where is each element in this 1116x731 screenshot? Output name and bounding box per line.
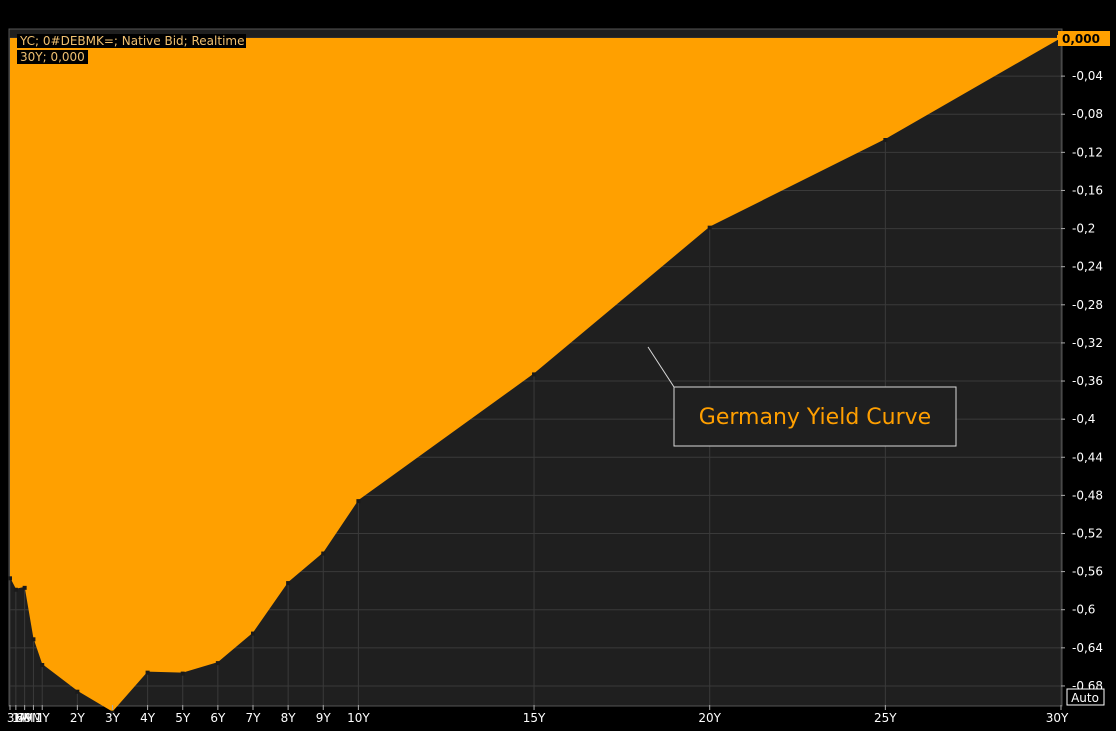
legend-last-point: 30Y; 0,000 [20, 50, 85, 64]
y-tick-label: -0,2 [1072, 222, 1095, 236]
x-tick-label: 9M [24, 711, 42, 725]
y-tick-label: -0,12 [1072, 145, 1103, 159]
x-tick-label: 6M [16, 711, 34, 725]
last-value-label: 0,000 [1062, 32, 1100, 46]
y-tick-label: -0,08 [1072, 107, 1103, 121]
y-tick-label: -0,4 [1072, 412, 1095, 426]
x-tick-label: 1Y [35, 711, 51, 725]
x-tick-label: 15Y [523, 711, 546, 725]
data-point[interactable] [110, 710, 115, 715]
data-point[interactable] [286, 581, 291, 586]
x-tick-label: 3Y [105, 711, 121, 725]
legend-bg-1 [17, 34, 246, 48]
x-tick-label: 20Y [698, 711, 721, 725]
y-tick-label: -0,52 [1072, 526, 1103, 540]
y-tick-label: -0,48 [1072, 488, 1103, 502]
x-tick-label: 30Y [1046, 711, 1069, 725]
annotation: Germany Yield Curve [647, 346, 957, 447]
x-tick-label: 8Y [281, 711, 297, 725]
y-tick-label: -0,56 [1072, 565, 1103, 579]
data-point[interactable] [321, 551, 326, 556]
y-tick-label: -0,64 [1072, 641, 1103, 655]
data-point[interactable] [532, 372, 537, 377]
data-point[interactable] [180, 671, 185, 676]
x-tick-label: 6Y [210, 711, 226, 725]
last-value-badge: 0,000 [1058, 31, 1110, 46]
y-tick-label: -0,44 [1072, 450, 1103, 464]
data-point[interactable] [250, 631, 255, 636]
x-tick-label: 25Y [874, 711, 897, 725]
y-tick-label: -0,28 [1072, 298, 1103, 312]
data-point[interactable] [8, 576, 12, 581]
y-tick-label: -0,32 [1072, 336, 1103, 350]
y-tick-label: -0,16 [1072, 183, 1103, 197]
y-tick-label: -0,6 [1072, 603, 1095, 617]
data-point[interactable] [22, 585, 27, 590]
x-tick-label: 10Y [347, 711, 370, 725]
legend-bg-2 [17, 50, 88, 64]
y-tick-label: -0,04 [1072, 69, 1103, 83]
legend: YC; 0#DEBMK=; Native Bid; Realtime 30Y; … [17, 34, 246, 64]
annotation-label: Germany Yield Curve [699, 405, 931, 430]
legend-series-label: YC; 0#DEBMK=; Native Bid; Realtime [19, 34, 244, 48]
x-tick-label: 4Y [140, 711, 156, 725]
annotation-leader-line [647, 346, 675, 388]
x-tick-label: 7Y [246, 711, 262, 725]
y-tick-label: -0,24 [1072, 260, 1103, 274]
data-point-markers [8, 35, 1063, 715]
data-point[interactable] [356, 499, 361, 504]
annotation-box[interactable] [673, 386, 957, 447]
x-tick-label: 2Y [70, 711, 86, 725]
data-point[interactable] [75, 689, 80, 694]
yield-area-fill [10, 38, 1061, 712]
data-point[interactable] [883, 138, 888, 143]
data-point[interactable] [707, 225, 712, 230]
x-tick-label: 5Y [175, 711, 191, 725]
x-tick-label: 9Y [316, 711, 332, 725]
auto-button-label: Auto [1071, 691, 1099, 705]
data-point[interactable] [13, 587, 18, 592]
auto-scale-button[interactable]: Auto [1066, 688, 1105, 706]
data-point[interactable] [40, 663, 45, 668]
auto-button-frame[interactable] [1066, 688, 1105, 706]
x-tick-label: 3M [7, 711, 25, 725]
last-value-bg [1058, 31, 1110, 46]
x-tick-label: 1M [12, 711, 30, 725]
data-point[interactable] [215, 661, 220, 666]
data-point[interactable] [31, 637, 36, 642]
data-point[interactable] [145, 670, 150, 675]
y-tick-label: -0,36 [1072, 374, 1103, 388]
